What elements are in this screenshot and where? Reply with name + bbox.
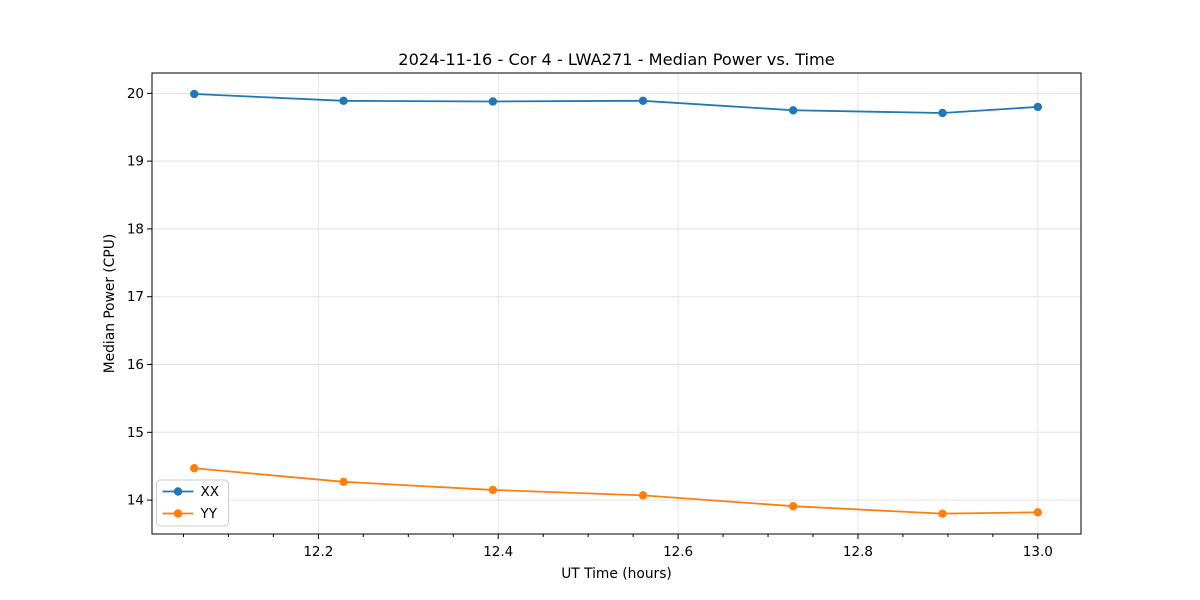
series-layer <box>190 89 1043 518</box>
x-tick-label: 12.4 <box>483 544 513 560</box>
data-point-XX <box>1033 102 1043 112</box>
y-tick-label: 14 <box>127 493 144 509</box>
y-tick-label: 20 <box>127 86 144 102</box>
series-line-XX <box>194 93 1038 114</box>
y-tick-label: 16 <box>127 357 144 373</box>
data-point-XX <box>789 106 798 115</box>
chart-title: 2024-11-16 - Cor 4 - LWA271 - Median Pow… <box>398 50 834 69</box>
data-point-YY <box>339 477 348 486</box>
x-tick-label: 12.8 <box>843 544 873 560</box>
data-point-XX <box>488 97 498 106</box>
plot-border <box>151 72 1082 535</box>
legend-marker-XX <box>173 487 183 496</box>
legend-marker-YY <box>173 509 183 518</box>
y-tick-label: 17 <box>127 289 144 305</box>
data-point-XX <box>339 96 348 105</box>
data-point-YY <box>190 464 199 473</box>
y-axis-label: Median Power (CPU) <box>102 234 118 374</box>
grid-layer <box>152 73 1081 534</box>
x-axis-label: UT Time (hours) <box>561 566 672 582</box>
data-point-YY <box>789 502 798 511</box>
legend: XX YY <box>156 479 229 527</box>
axes-layer: 12.2 12.4 12.6 12.8 13.0 14 15 16 17 18 19 20 <box>127 72 1082 560</box>
x-tick-label: 12.2 <box>303 544 333 560</box>
legend-label-XX: XX <box>201 484 220 500</box>
x-tick-label: 12.6 <box>663 544 693 560</box>
data-point-YY <box>1033 508 1043 517</box>
data-point-XX <box>638 96 648 105</box>
legend-label-YY: YY <box>200 506 218 522</box>
y-tick-label: 19 <box>127 154 144 170</box>
data-point-XX <box>190 89 199 99</box>
data-point-YY <box>938 509 947 518</box>
data-point-XX <box>938 108 947 118</box>
x-tick-label: 13.0 <box>1023 544 1053 560</box>
series-line-YY <box>194 467 1038 515</box>
y-tick-label: 15 <box>127 425 144 441</box>
data-point-YY <box>488 485 498 495</box>
y-tick-label: 18 <box>127 221 144 237</box>
data-point-YY <box>638 491 648 500</box>
